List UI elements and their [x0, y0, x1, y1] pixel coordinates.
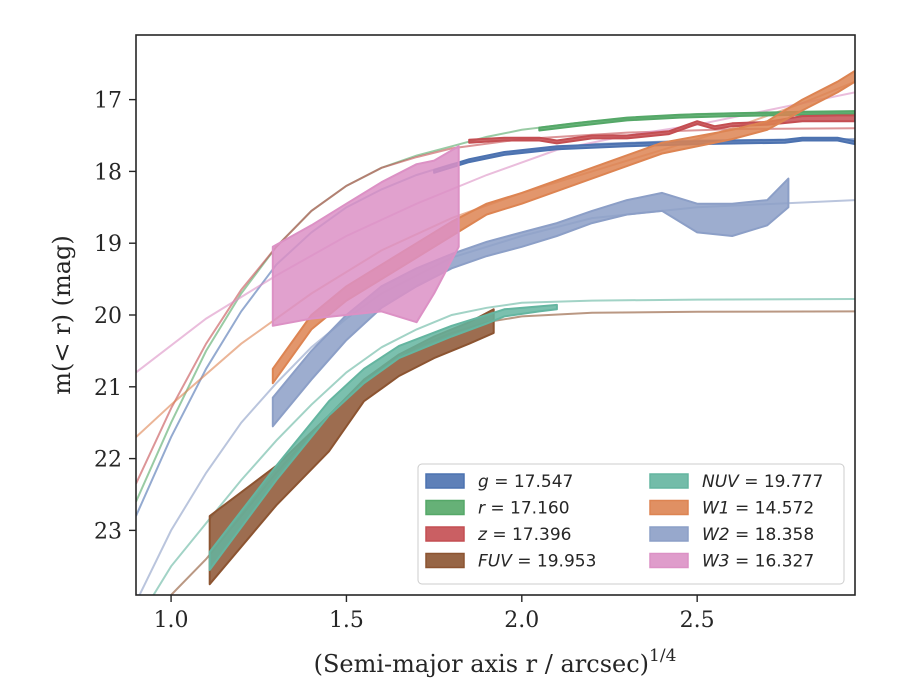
legend-entry-fuv: FUV = 19.953	[478, 552, 596, 572]
legend-entry-r: r = 17.160	[478, 499, 570, 519]
y-tick-label: 23	[94, 519, 122, 544]
legend-entry-w3: W3 = 16.327	[702, 552, 814, 572]
legend-swatch-z	[425, 526, 465, 542]
y-tick-label: 21	[94, 376, 122, 401]
legend-swatch-w3	[649, 552, 689, 569]
model-curve-g	[136, 138, 855, 517]
y-tick-label: 22	[94, 448, 122, 473]
x-axis-label: (Semi-major axis r / arcsec)1/4	[314, 646, 677, 678]
data-band-nuv	[208, 303, 558, 571]
data-band-g	[433, 136, 855, 174]
legend-swatch-fuv	[425, 552, 465, 569]
axes: 1.0 1.5 2.0 2.5 17 18 19 20 21 22 23	[94, 34, 856, 633]
y-tick-label: 20	[94, 304, 122, 329]
legend-swatch-w2	[649, 526, 689, 542]
legend-entry-g: g = 17.547	[478, 472, 573, 492]
x-tick-label: 2.0	[504, 608, 539, 633]
legend-swatch-g	[425, 473, 465, 489]
x-tick-label: 2.5	[680, 608, 715, 633]
model-curve-w3	[136, 91, 855, 374]
x-tick-label: 1.5	[329, 608, 364, 633]
data-band-w3	[271, 145, 460, 327]
x-tick-label: 1.0	[154, 608, 189, 633]
data-band-r	[538, 110, 855, 132]
y-tick-label: 18	[94, 160, 122, 185]
legend-swatch-w1	[649, 499, 689, 516]
legend-entry-w2: W2 = 18.358	[702, 525, 814, 545]
y-tick-label: 19	[94, 232, 122, 257]
legend-swatch-nuv	[649, 473, 689, 489]
legend-entry-z: z = 17.396	[477, 525, 571, 545]
legend: g = 17.547 r = 17.160 z = 17.396 FUV = 19.9…	[417, 463, 845, 585]
plot-area	[136, 69, 855, 595]
legend-box	[417, 463, 845, 585]
y-tick-label: 17	[94, 89, 122, 114]
legend-entry-w1: W1 = 14.572	[702, 499, 814, 519]
legend-swatch-r	[425, 499, 465, 516]
y-axis-label: m(< r) (mag)	[48, 235, 76, 394]
legend-entry-nuv: NUV = 19.777	[702, 472, 823, 492]
model-curve-z	[136, 127, 855, 485]
